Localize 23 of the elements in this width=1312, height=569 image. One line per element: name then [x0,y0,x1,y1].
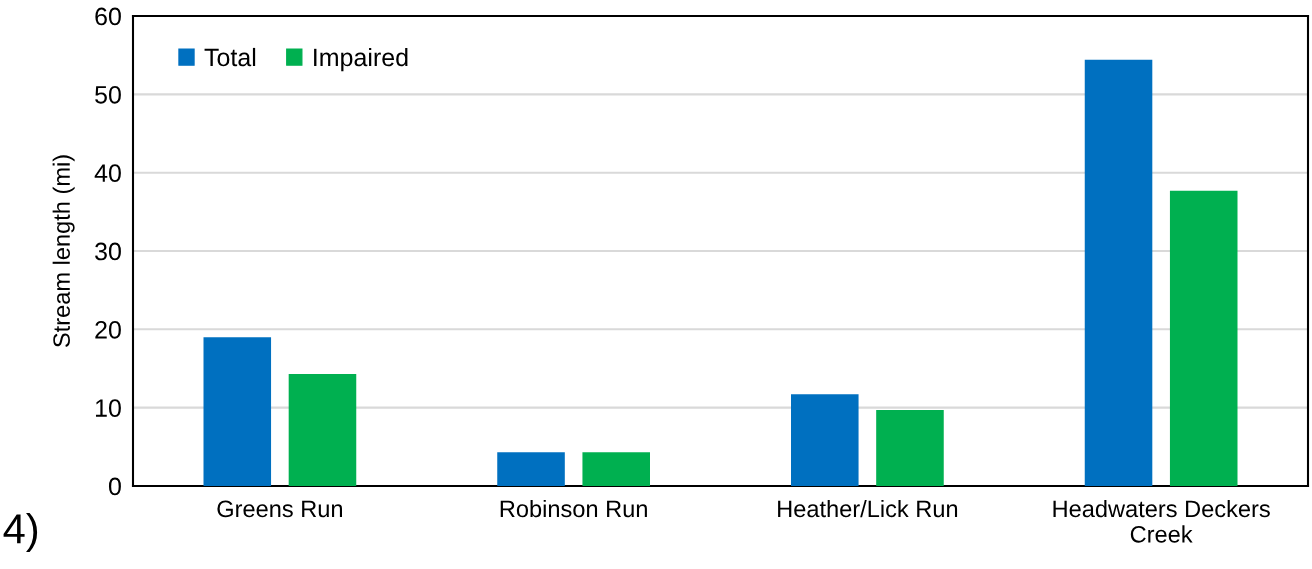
y-tick-label: 30 [95,242,121,261]
bar [582,452,650,486]
bar [1084,59,1153,486]
bar [1169,190,1238,486]
y-tick-label: 0 [108,477,121,496]
bar [203,337,272,486]
x-tick-label: Robinson Run [500,499,647,518]
legend-label: Impaired [314,47,408,72]
x-tick-label: Heather/Lick Run [778,499,958,518]
y-tick-label: 50 [95,85,121,104]
x-tick-label: Headwaters Deckers Creek [1053,499,1270,543]
y-tick-label: 10 [95,399,121,417]
bar [497,452,565,486]
y-tick-label: 40 [94,164,121,182]
y-tick-label: 20 [95,320,121,339]
bar [876,410,944,486]
legend-label: Total [204,47,256,67]
x-tick-label: Greens Run [217,500,342,518]
y-tick-label: 60 [95,7,121,26]
y-axis-title: Stream length (mi) [52,155,75,348]
bar [288,373,357,486]
bar [791,394,859,486]
text: 4) [3,513,38,552]
